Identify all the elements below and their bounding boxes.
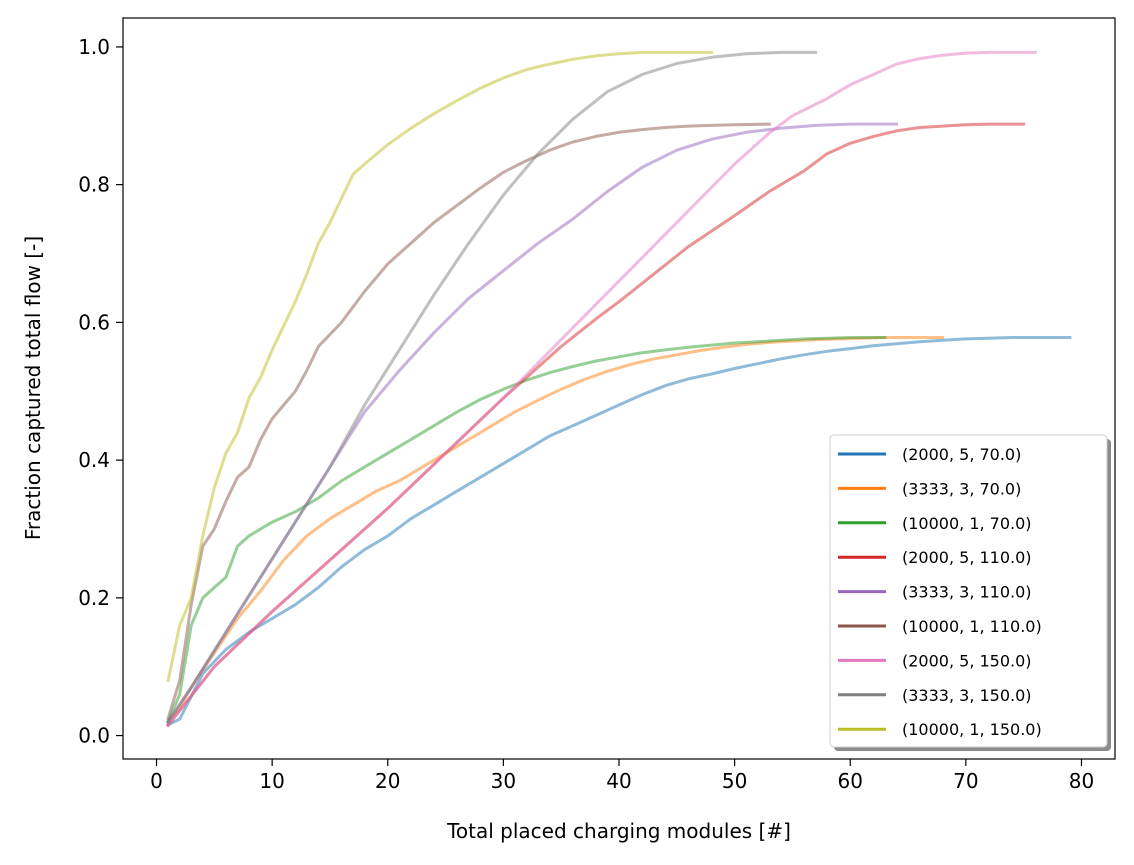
legend-label: (10000, 1, 110.0) bbox=[902, 617, 1042, 636]
legend-label: (3333, 3, 150.0) bbox=[902, 686, 1032, 705]
legend-label: (3333, 3, 70.0) bbox=[902, 479, 1021, 498]
x-axis: 0 10 20 30 40 50 60 70 80 bbox=[150, 759, 1094, 793]
x-tick-label: 50 bbox=[722, 769, 747, 793]
legend-label: (2000, 5, 70.0) bbox=[902, 445, 1021, 464]
x-tick-label: 60 bbox=[838, 769, 863, 793]
legend-label: (3333, 3, 110.0) bbox=[902, 583, 1032, 602]
legend-box bbox=[829, 434, 1108, 748]
y-axis: 0.0 0.2 0.4 0.6 0.8 1.0 bbox=[78, 35, 123, 748]
legend-label: (2000, 5, 110.0) bbox=[902, 548, 1032, 567]
legend-label: (2000, 5, 150.0) bbox=[902, 651, 1032, 670]
x-tick-label: 80 bbox=[1069, 769, 1094, 793]
series-line-6 bbox=[166, 122, 771, 721]
legend-label: (10000, 1, 150.0) bbox=[902, 720, 1042, 739]
legend: (2000, 5, 70.0) (3333, 3, 70.0) (10000, 1,… bbox=[829, 434, 1111, 751]
series-line-8 bbox=[166, 50, 818, 724]
series-line-7 bbox=[165, 50, 1037, 728]
series-layer bbox=[165, 50, 1072, 728]
series-line-9 bbox=[166, 50, 713, 683]
x-tick-label: 20 bbox=[375, 769, 400, 793]
y-tick-label: 1.0 bbox=[78, 35, 110, 59]
x-tick-label: 30 bbox=[491, 769, 516, 793]
series-line-3 bbox=[166, 336, 887, 724]
y-tick-label: 0.2 bbox=[78, 586, 110, 610]
y-tick-label: 0.4 bbox=[78, 448, 110, 472]
x-tick-label: 10 bbox=[259, 769, 284, 793]
y-tick-label: 0.0 bbox=[78, 724, 110, 748]
series-line-1 bbox=[166, 336, 1072, 727]
x-tick-label: 40 bbox=[606, 769, 631, 793]
x-axis-label: Total placed charging modules [#] bbox=[446, 819, 791, 843]
y-axis-label: Fraction captured total flow [-] bbox=[21, 236, 45, 540]
x-tick-label: 0 bbox=[150, 769, 163, 793]
y-tick-label: 0.6 bbox=[78, 310, 110, 334]
y-tick-label: 0.8 bbox=[78, 173, 110, 197]
x-tick-label: 70 bbox=[953, 769, 978, 793]
legend-label: (10000, 1, 70.0) bbox=[902, 514, 1032, 533]
